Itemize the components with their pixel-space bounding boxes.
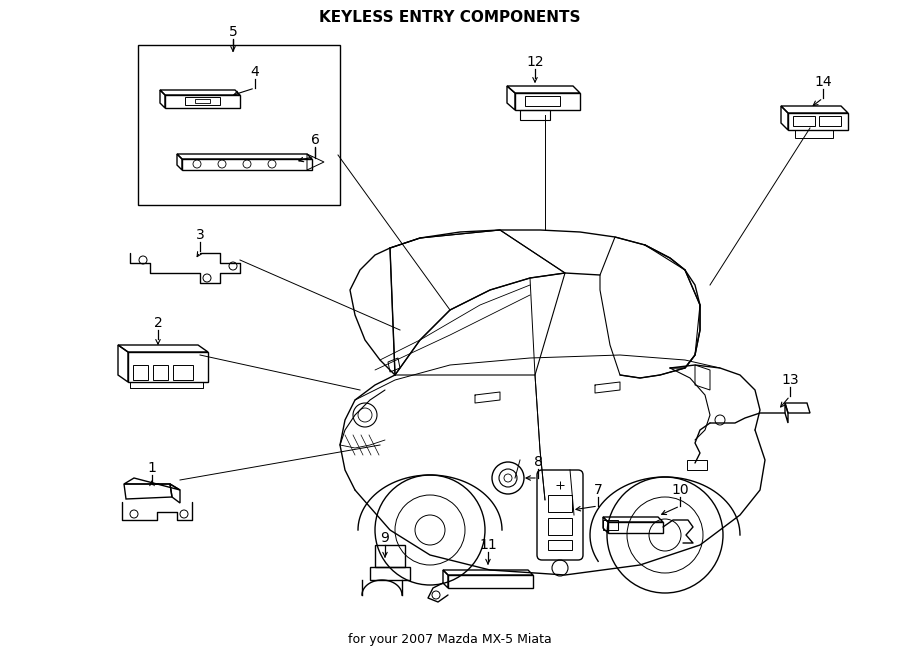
Text: 9: 9	[381, 531, 390, 545]
Text: 3: 3	[195, 228, 204, 242]
Text: 4: 4	[250, 65, 259, 79]
Polygon shape	[160, 90, 240, 95]
Text: 2: 2	[154, 316, 162, 330]
Text: for your 2007 Mazda MX-5 Miata: for your 2007 Mazda MX-5 Miata	[348, 633, 552, 646]
Text: 7: 7	[594, 483, 602, 497]
Text: 11: 11	[479, 538, 497, 552]
Text: 13: 13	[781, 373, 799, 387]
Text: KEYLESS ENTRY COMPONENTS: KEYLESS ENTRY COMPONENTS	[320, 11, 580, 26]
Text: 14: 14	[814, 75, 832, 89]
Text: 12: 12	[526, 55, 544, 69]
Text: 10: 10	[671, 483, 688, 497]
Text: 8: 8	[534, 455, 543, 469]
Text: 6: 6	[310, 133, 320, 147]
Text: 5: 5	[229, 25, 238, 39]
Text: 1: 1	[148, 461, 157, 475]
